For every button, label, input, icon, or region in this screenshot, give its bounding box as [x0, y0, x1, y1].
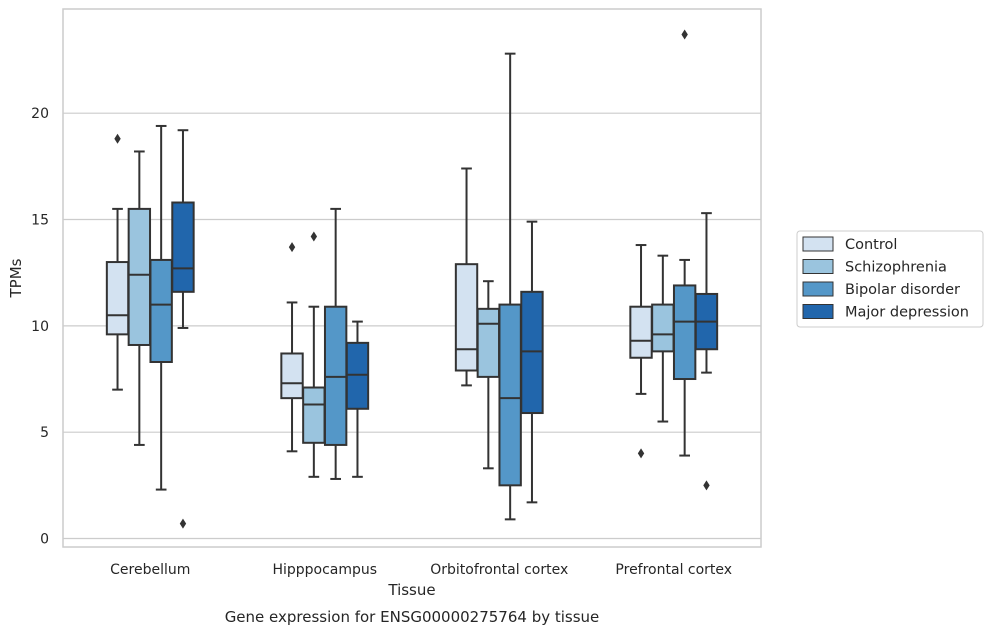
box	[323, 305, 348, 446]
box	[454, 263, 479, 372]
legend-item: Major depression	[802, 304, 969, 321]
y-axis-title: TPMs	[7, 258, 25, 298]
legend-swatch	[802, 236, 834, 252]
box	[629, 305, 653, 359]
y-tick-labels: 0 5 10 15 20	[31, 106, 49, 547]
outlier-point	[288, 242, 296, 253]
box-group	[105, 124, 195, 529]
outlier-point	[310, 231, 318, 242]
box	[127, 207, 152, 346]
legend-frame	[796, 230, 984, 328]
outlier-point	[179, 518, 187, 529]
box	[672, 284, 697, 381]
legend-swatch	[802, 281, 834, 297]
figure-caption: Gene expression for ENSG00000275764 by t…	[225, 608, 600, 626]
outlier-point	[681, 29, 688, 40]
box	[171, 201, 195, 293]
box	[280, 352, 304, 400]
x-tick-label: Cerebellum	[110, 562, 190, 578]
legend-item: Control	[802, 236, 897, 253]
y-tick-label: 20	[31, 106, 49, 122]
y-tick-label: 15	[31, 213, 49, 229]
box-group	[454, 52, 544, 521]
legend-swatch	[802, 259, 834, 274]
gridlines	[63, 112, 761, 540]
legend-label: Schizophrenia	[845, 260, 947, 276]
box-groups	[105, 29, 719, 529]
box	[302, 386, 326, 444]
x-tick-label: Prefrontal cortex	[615, 562, 732, 578]
box	[651, 303, 675, 353]
outlier-point	[703, 480, 710, 491]
legend-label: Control	[845, 237, 897, 253]
x-tick-label: Hipppocampus	[272, 562, 377, 578]
legend-label: Bipolar disorder	[845, 282, 960, 298]
x-tick-labels: Cerebellum Hipppocampus Orbitofrontal cort…	[110, 562, 732, 578]
legend-item: Bipolar disorder	[802, 281, 960, 298]
box	[498, 303, 522, 487]
y-tick-label: 10	[31, 319, 49, 335]
outlier-point	[637, 448, 645, 459]
box	[105, 261, 130, 336]
legend-swatch	[802, 304, 834, 319]
box	[520, 290, 544, 415]
legend-label: Major depression	[845, 305, 969, 321]
outlier-point	[114, 133, 121, 144]
y-tick-label: 0	[40, 531, 49, 547]
box-group	[280, 207, 370, 480]
box-group	[629, 29, 719, 491]
box	[149, 258, 173, 363]
legend: Control Schizophrenia Bipolar disorder Majo…	[796, 230, 984, 328]
y-tick-label: 5	[40, 425, 49, 441]
x-tick-label: Orbitofrontal cortex	[430, 562, 568, 578]
box	[476, 307, 501, 378]
box	[345, 341, 370, 410]
x-axis-title: Tissue	[387, 581, 435, 599]
legend-item: Schizophrenia	[802, 259, 947, 276]
